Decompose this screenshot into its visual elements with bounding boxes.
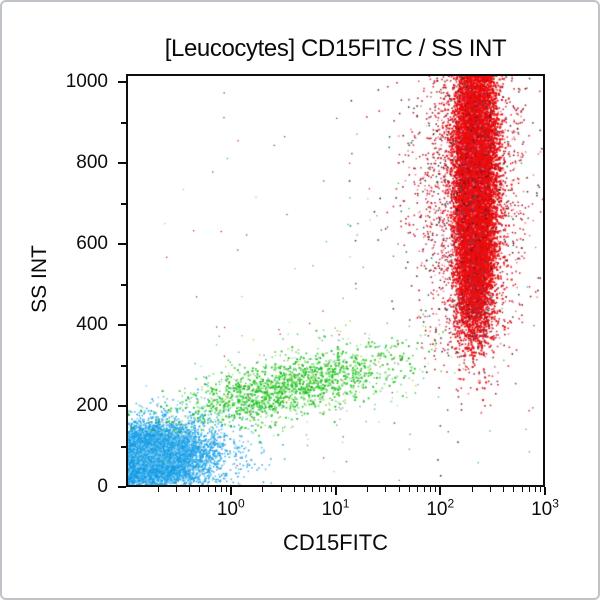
y-major-tick <box>118 486 126 488</box>
x-minor-tick <box>220 487 222 492</box>
x-minor-tick <box>503 487 505 492</box>
x-minor-tick <box>417 487 418 492</box>
x-tick-label: 100 <box>216 496 245 520</box>
x-major-tick <box>334 487 337 495</box>
y-minor-tick <box>121 364 126 367</box>
x-major-tick <box>439 487 442 495</box>
x-minor-tick <box>540 487 542 492</box>
x-tick-label: 103 <box>531 496 559 520</box>
x-tick-label: 101 <box>321 496 350 520</box>
x-tick-label: 102 <box>426 496 455 520</box>
x-minor-tick <box>513 487 515 492</box>
x-minor-tick <box>312 487 314 492</box>
x-minor-tick <box>490 487 492 492</box>
y-tick-label: 400 <box>76 314 108 336</box>
x-minor-tick <box>424 487 426 492</box>
x-major-tick <box>544 487 546 495</box>
scatter-canvas <box>128 76 543 485</box>
y-minor-tick <box>121 121 126 124</box>
x-minor-tick <box>303 487 305 492</box>
x-minor-tick <box>280 487 282 492</box>
y-tick-label: 0 <box>97 476 108 497</box>
x-minor-tick <box>435 487 437 492</box>
x-minor-tick <box>199 487 201 492</box>
y-tick-label: 200 <box>76 395 108 417</box>
y-major-tick <box>118 162 126 165</box>
y-tick-label: 800 <box>76 152 108 174</box>
x-minor-tick <box>528 487 530 492</box>
y-minor-tick <box>121 445 126 448</box>
x-minor-tick <box>521 487 523 492</box>
y-tick-label: 600 <box>76 233 108 255</box>
x-minor-tick <box>408 487 410 492</box>
x-minor-tick <box>262 487 264 492</box>
x-major-tick <box>229 487 232 495</box>
x-minor-tick <box>367 487 369 492</box>
x-minor-tick <box>471 487 473 492</box>
y-major-tick <box>118 324 126 327</box>
y-major-tick <box>118 81 126 84</box>
x-minor-tick <box>293 487 295 492</box>
x-minor-tick <box>330 487 332 492</box>
x-minor-tick <box>319 487 321 492</box>
y-axis-label: SS INT <box>28 245 51 313</box>
x-minor-tick <box>207 487 209 492</box>
y-minor-tick <box>121 283 126 286</box>
x-minor-tick <box>398 487 400 492</box>
x-minor-tick <box>189 487 191 492</box>
y-minor-tick <box>121 202 126 205</box>
x-minor-tick <box>385 487 387 492</box>
x-minor-tick <box>534 487 536 492</box>
x-minor-tick <box>225 487 227 492</box>
y-major-tick <box>118 405 126 408</box>
x-minor-tick <box>430 487 432 492</box>
x-minor-tick <box>157 487 159 492</box>
y-tick-label: 1000 <box>65 71 108 93</box>
x-axis-label: CD15FITC <box>282 530 389 555</box>
x-minor-tick <box>214 487 216 492</box>
x-minor-tick <box>325 487 327 492</box>
plot-title: [Leucocytes] CD15FITC / SS INT <box>164 35 507 62</box>
x-minor-tick <box>175 487 177 492</box>
y-major-tick <box>118 243 126 246</box>
